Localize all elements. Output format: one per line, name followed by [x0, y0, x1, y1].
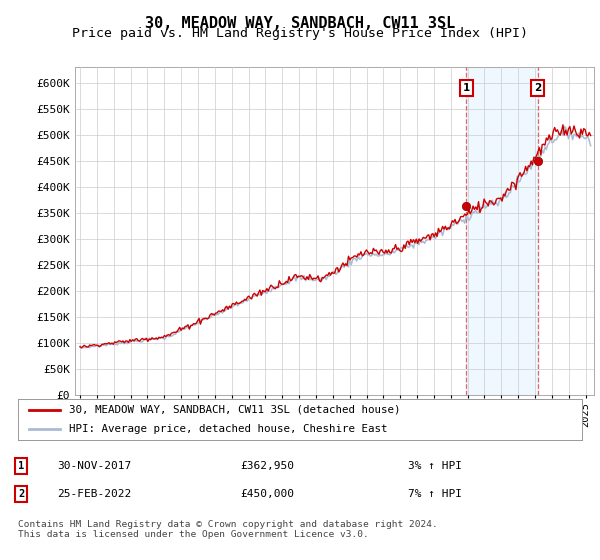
- Text: 7% ↑ HPI: 7% ↑ HPI: [408, 489, 462, 499]
- Text: 30-NOV-2017: 30-NOV-2017: [57, 461, 131, 471]
- Text: Contains HM Land Registry data © Crown copyright and database right 2024.
This d: Contains HM Land Registry data © Crown c…: [18, 520, 438, 539]
- Text: HPI: Average price, detached house, Cheshire East: HPI: Average price, detached house, Ches…: [69, 423, 387, 433]
- Text: £450,000: £450,000: [240, 489, 294, 499]
- Text: 25-FEB-2022: 25-FEB-2022: [57, 489, 131, 499]
- Text: £362,950: £362,950: [240, 461, 294, 471]
- Text: 2: 2: [18, 489, 24, 499]
- Bar: [466, 67, 538, 395]
- Text: 30, MEADOW WAY, SANDBACH, CW11 3SL (detached house): 30, MEADOW WAY, SANDBACH, CW11 3SL (deta…: [69, 405, 400, 415]
- Text: 2: 2: [534, 83, 541, 93]
- Text: 30, MEADOW WAY, SANDBACH, CW11 3SL: 30, MEADOW WAY, SANDBACH, CW11 3SL: [145, 16, 455, 31]
- Text: 3% ↑ HPI: 3% ↑ HPI: [408, 461, 462, 471]
- Text: 1: 1: [18, 461, 24, 471]
- Text: Price paid vs. HM Land Registry's House Price Index (HPI): Price paid vs. HM Land Registry's House …: [72, 27, 528, 40]
- Text: 1: 1: [463, 83, 470, 93]
